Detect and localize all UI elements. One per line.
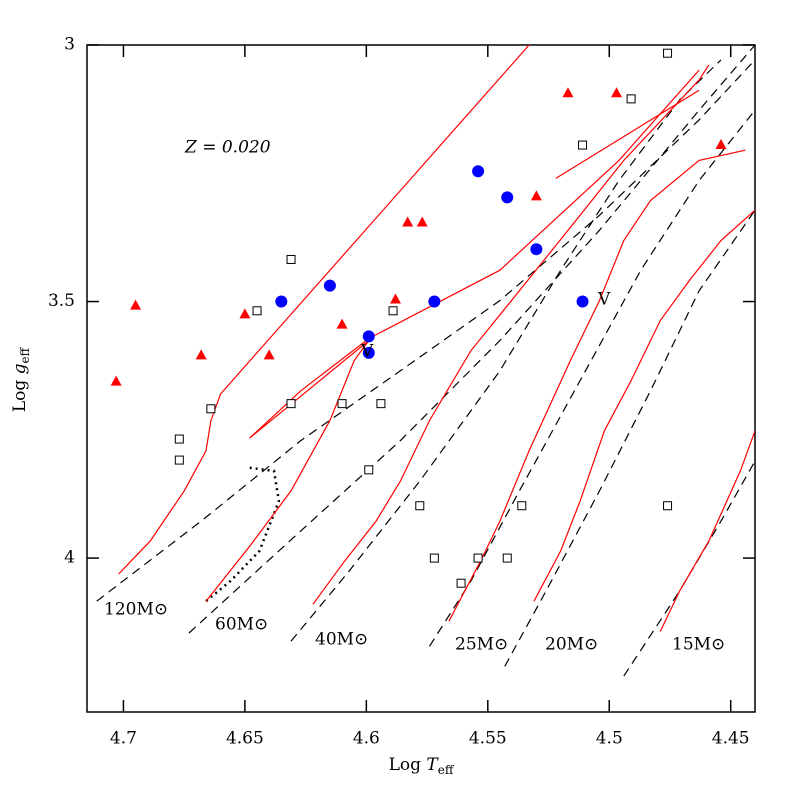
star-triangle [336,318,348,329]
star-circle [472,165,485,178]
star-triangle [110,375,122,386]
star-square [364,465,374,475]
star-square [663,501,673,511]
star-square [286,399,296,409]
star-triangle [530,190,542,201]
x-label-part: eff [438,763,455,777]
star-triangle [195,349,207,360]
star-square [663,48,673,58]
star-triangle [715,139,727,150]
star-square [337,399,347,409]
x-tick-label: 4.5 [596,729,623,749]
star-square [252,306,262,316]
annotation: 40M⊙ [315,630,368,650]
track-line [504,209,755,667]
star-triangle [239,308,251,319]
y-tick-label: 3.5 [48,291,75,311]
star-circle [530,243,543,256]
star-square [286,254,296,264]
x-tick-label: 4.65 [226,729,264,749]
y-axis-label: Log geff [10,346,32,412]
track-line [188,45,755,634]
y-label-part: g [10,363,30,374]
star-triangle [611,87,623,98]
star-triangle [402,216,414,227]
track-line [659,430,755,632]
track-line [428,109,755,647]
track-line [555,89,700,179]
star-circle [323,279,336,292]
annotation: 120M⊙ [104,600,168,620]
star-triangle [263,349,275,360]
track-line [312,64,710,605]
star-square [578,140,588,150]
star-square [429,553,439,563]
annotation: 60M⊙ [215,615,268,635]
star-square [174,455,184,465]
y-label-part: Log [10,374,30,412]
star-triangle [389,293,401,304]
star-square [206,404,216,414]
star-square [473,553,483,563]
x-label-part: Log [389,755,427,775]
plot-area [96,45,755,677]
annotation: 15M⊙ [672,635,725,655]
annotation: 20M⊙ [545,635,598,655]
star-square [626,94,636,104]
star-square [376,399,386,409]
x-tick-label: 4.55 [469,729,507,749]
y-tick-label: 4 [64,548,75,568]
star-circle [362,330,375,343]
track-line [96,59,755,602]
x-tick-label: 4.6 [353,729,380,749]
annotation: V [360,342,374,362]
star-square [388,306,398,316]
track-line [533,209,755,602]
annotation: Z = 0.020 [184,138,271,158]
track-line [448,149,746,622]
star-square [174,434,184,444]
x-tick-label: 4.45 [712,729,750,749]
y-tick-label: 3 [64,35,75,55]
track-line [118,45,530,575]
star-circle [501,191,514,204]
star-square [456,578,466,588]
plot-frame [86,44,756,713]
star-triangle [416,216,428,227]
star-circle [275,295,288,308]
star-square [415,501,425,511]
star-circle [428,295,441,308]
annotation: V [597,290,611,310]
star-square [502,553,512,563]
x-axis-label: Log Teff [389,755,455,777]
track-line [205,69,700,602]
star-circle [576,295,589,308]
y-label-part: eff [18,346,32,363]
star-circle [362,346,375,359]
annotation: 25M⊙ [455,635,508,655]
x-label-part: T [426,755,439,775]
star-triangle [130,299,142,310]
x-tick-label: 4.7 [110,729,137,749]
track-line [290,59,722,642]
star-triangle [562,87,574,98]
star-square [517,501,527,511]
